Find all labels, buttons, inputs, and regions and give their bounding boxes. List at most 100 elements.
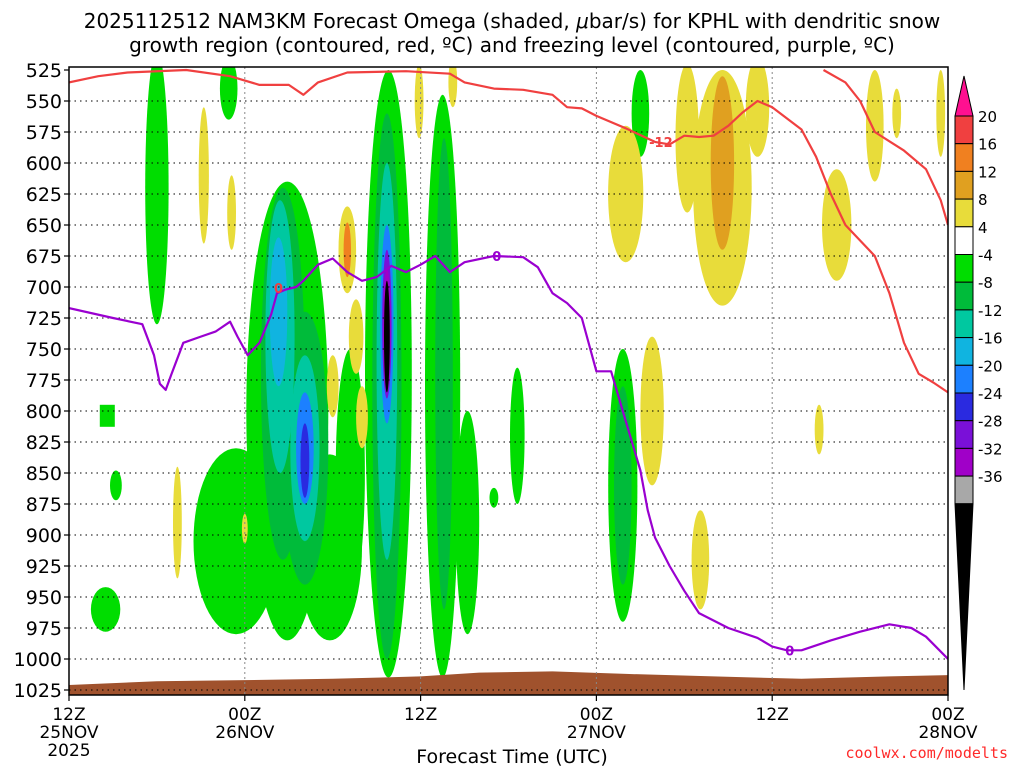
terrain-layer [69,671,948,695]
omega-downdraft [710,76,735,250]
omega-shading [90,67,946,678]
omega-downdraft [822,169,852,281]
omega-updraft-weak [99,404,115,427]
omega-updraft-weak [455,410,480,635]
colorbar-label: -16 [978,330,1003,348]
x-tick-year: 2025 [47,741,90,761]
x-tick-date: 26NOV [215,723,274,743]
colorbar-label: -24 [978,385,1003,403]
colorbar-segment [954,447,974,477]
colorbar-segment [954,475,974,505]
omega-downdraft [326,355,339,418]
y-tick-label: 750 [26,339,62,361]
omega-updraft-max [384,280,390,393]
y-tick-label: 625 [26,184,62,206]
colorbar-label: 20 [978,108,997,126]
omega-downdraft [173,466,182,579]
colorbar-label: -36 [978,468,1003,486]
omega-updraft-moderate [614,386,632,585]
colorbar-cap-bottom [954,503,974,691]
contour-label: 0 [785,644,794,659]
omega-updraft-weak [90,587,121,632]
colorbar-label: 8 [978,191,988,209]
dgz-contour-line [822,69,948,226]
x-tick-time: 00Z [931,705,964,725]
omega-updraft-intense [300,423,310,498]
colorbar: 20 16 12 8 4 -4 -8 -12 -16 -20 -24 -28 -32 -36 [954,75,1003,691]
omega-updraft-weak [631,70,650,157]
x-tick-date: 28NOV [918,723,977,743]
axis-layer: 525 550 575 600 625 650 675 700 725 750 775 800 825 8… [14,60,978,761]
colorbar-segment [954,420,974,449]
colorbar-label: -32 [978,440,1003,458]
colorbar-segment [954,226,974,256]
colorbar-label: -8 [978,274,993,292]
y-tick-label: 775 [26,370,62,392]
omega-updraft-weak [510,367,525,504]
colorbar-segment [954,198,974,228]
omega-downdraft [227,175,237,250]
chart-title-line-1: 2025112512 NAM3KM Forecast Omega (shaded… [83,9,941,33]
chart-title-line-2: growth region (contoured, red, ºC) and f… [129,33,895,57]
contour-label: -12 [649,136,673,151]
omega-downdraft [356,386,368,449]
colorbar-segment [954,143,974,172]
x-tick-time: 00Z [228,705,261,725]
y-tick-label: 950 [26,587,62,609]
x-tick-time: 12Z [404,705,437,725]
y-tick-label: 575 [26,122,62,144]
x-tick-time: 12Z [52,705,85,725]
y-tick-label: 800 [26,401,62,423]
colorbar-segment [954,115,974,145]
colorbar-segment [954,364,974,394]
omega-updraft-strong [269,237,288,387]
y-tick-label: 675 [26,246,62,268]
omega-downdraft [745,67,770,157]
omega-downdraft [892,88,902,139]
x-tick-time: 00Z [580,705,613,725]
y-tick-label: 1000 [14,649,62,671]
terrain-surface [69,671,948,695]
colorbar-segment [954,170,974,200]
y-tick-label: 525 [26,60,62,82]
colorbar-segment [954,309,974,339]
omega-updraft-weak [145,67,169,325]
x-axis-title: Forecast Time (UTC) [416,746,608,768]
colorbar-label: 12 [978,163,997,181]
omega-downdraft [814,404,824,455]
x-tick-date: 27NOV [567,723,626,743]
y-tick-label: 700 [26,277,62,299]
omega-updraft-weak [110,470,122,501]
dgz-contour-line [69,68,948,394]
colorbar-segment [954,392,974,422]
freezing-level-line [69,254,948,660]
y-tick-label: 600 [26,153,62,175]
colorbar-segment [954,337,974,366]
y-tick-label: 925 [26,556,62,578]
omega-downdraft [866,70,884,182]
y-tick-label: 825 [26,432,62,454]
y-tick-label: 900 [26,525,62,547]
y-tick-label: 550 [26,91,62,113]
omega-updraft-weak [219,67,238,120]
colorbar-label: -12 [978,302,1003,320]
contour-label: 0 [274,282,283,297]
x-tick-time: 12Z [756,705,789,725]
omega-updraft-weak [489,487,499,508]
credit-text[interactable]: coolwx.com/modelts [845,744,1008,762]
colorbar-label: 4 [978,219,988,237]
omega-updraft-moderate [435,138,453,610]
omega-downdraft [348,299,364,374]
contour-label: 0 [492,250,501,265]
y-tick-label: 725 [26,308,62,330]
omega-downdraft [343,222,351,278]
omega-downdraft [691,510,710,610]
plot-frame [68,66,949,696]
colorbar-label: -4 [978,247,993,265]
grid-layer [69,67,948,695]
omega-downdraft [448,67,458,108]
colorbar-cap-top [954,75,974,117]
omega-downdraft [675,67,699,213]
